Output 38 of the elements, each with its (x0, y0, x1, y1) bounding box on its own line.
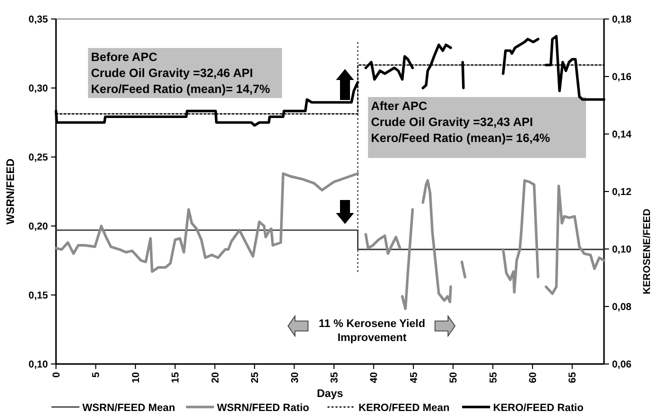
x-tick-label: 25 (250, 372, 262, 384)
y2-tick-label: 0,12 (612, 187, 632, 198)
y2-tick-label: 0,14 (612, 130, 632, 140)
legend-label: KERO/FEED Ratio (493, 402, 584, 414)
x-tick-label: 20 (210, 372, 222, 384)
x-axis-title: Days (316, 388, 344, 400)
y2-tick-label: 0,18 (612, 14, 632, 26)
y2-tick-label: 0,08 (612, 302, 632, 313)
y-tick-label: 0,15 (28, 290, 48, 302)
x-tick-label: 0 (52, 372, 62, 378)
annotation: 11 % Kerosene Yield Improvement (318, 318, 426, 344)
x-tick-label: 30 (290, 372, 301, 384)
legend-label: KERO/FEED Mean (358, 402, 450, 414)
x-tick-label: 50 (448, 372, 460, 384)
y-tick-label: 0,35 (28, 14, 48, 26)
x-tick-label: 65 (568, 372, 579, 384)
note-box: After APC Crude Oil Gravity =32,43 API Kero/Feed Ratio (mean)= 16,4% (368, 97, 586, 158)
y2-axis-title: KEROSENE/FEED (642, 208, 653, 294)
legend-label: WSRN/FEED Ratio (217, 402, 310, 414)
y-tick-label: 0,30 (28, 84, 48, 94)
x-tick-label: 5 (91, 372, 102, 378)
y-tick-label: 0,25 (28, 152, 48, 164)
x-tick-label: 55 (488, 372, 500, 384)
y2-tick-label: 0,16 (612, 72, 632, 83)
y2-tick-label: 0,10 (612, 244, 632, 256)
y-tick-label: 0,10 (28, 360, 48, 370)
annotation: After APC Crude Oil Gravity =32,43 API Kero/Feed Ratio (mean)= 16,4% (371, 99, 550, 145)
x-tick-label: 60 (528, 372, 540, 384)
x-tick-label: 45 (408, 372, 420, 384)
x-tick-label: 35 (329, 372, 340, 384)
y-tick-label: 0,20 (28, 222, 48, 232)
x-tick-label: 10 (130, 372, 142, 384)
y-axis-title: WSRN/FEED (5, 158, 17, 224)
x-tick-label: 40 (369, 372, 380, 384)
x-tick-label: 15 (170, 372, 182, 384)
note-box: Before APC Crude Oil Gravity =32,46 API Kero/Feed Ratio (mean)= 14,7% (88, 48, 282, 98)
y2-tick-label: 0,06 (612, 360, 632, 370)
legend-label: WSRN/FEED Mean (82, 402, 176, 414)
